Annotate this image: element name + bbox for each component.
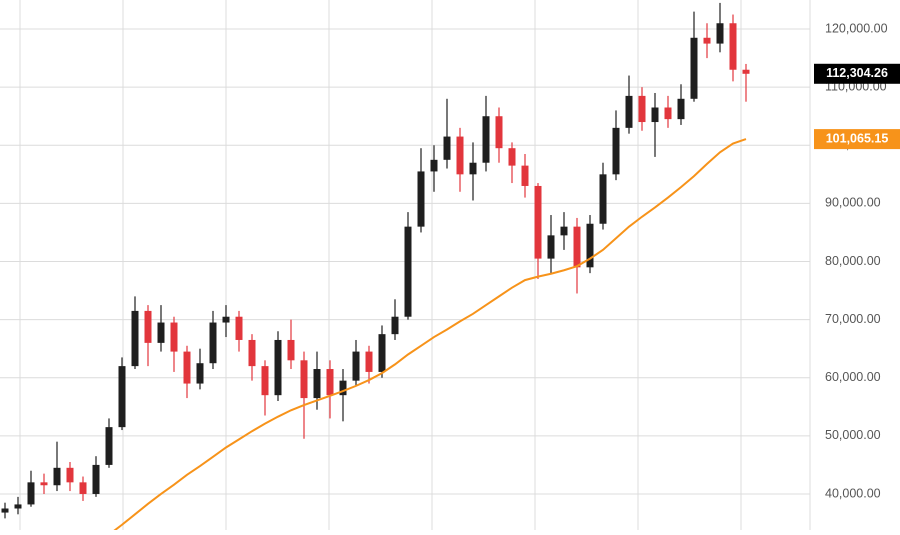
candle-body xyxy=(417,171,425,227)
candle-body xyxy=(79,482,87,494)
candle-body xyxy=(703,37,711,44)
candle-body xyxy=(157,322,165,343)
candle-body xyxy=(742,69,750,74)
price-axis: 40,000.00 50,000.00 60,000.00 70,000.00 80,0… xyxy=(814,21,900,500)
candle-body xyxy=(222,316,230,323)
candle-body xyxy=(144,310,152,343)
candle-body xyxy=(365,351,373,372)
y-tick-label: 70,000.00 xyxy=(825,312,881,326)
candle-body xyxy=(547,235,555,259)
candle-body xyxy=(625,95,633,128)
candle-body xyxy=(313,369,321,399)
price-label: 101,065.15 xyxy=(826,131,889,145)
candle-body xyxy=(352,351,360,381)
y-tick-label: 60,000.00 xyxy=(825,370,881,384)
price-label-box xyxy=(814,129,900,150)
candle-body xyxy=(326,369,334,396)
candle-body xyxy=(534,185,542,259)
candle-body xyxy=(14,504,22,509)
candle-body xyxy=(261,366,269,396)
candle-body xyxy=(638,95,646,123)
candle-body xyxy=(469,162,477,175)
candle-body xyxy=(404,226,412,317)
candle-body xyxy=(599,174,607,224)
candle-body xyxy=(586,223,594,268)
candle-body xyxy=(482,116,490,163)
candle-body xyxy=(495,116,503,149)
y-tick-label: 120,000.00 xyxy=(825,21,888,35)
candle-body xyxy=(664,107,672,120)
candle-body xyxy=(729,23,737,70)
candle-body xyxy=(716,23,724,44)
candle-body xyxy=(573,226,581,268)
candle-body xyxy=(66,467,74,483)
candle-body xyxy=(1,508,9,513)
y-tick-label: 80,000.00 xyxy=(825,254,881,268)
candle-body xyxy=(456,136,464,175)
price-label: 112,304.26 xyxy=(826,66,888,80)
candle-body xyxy=(92,464,100,494)
plot-area xyxy=(1,2,750,530)
candle-body xyxy=(248,339,256,367)
candle-body xyxy=(131,310,139,367)
y-tick-label: 90,000.00 xyxy=(825,196,881,210)
candle-body xyxy=(508,148,516,166)
candle-body xyxy=(300,360,308,399)
price-label-box xyxy=(814,63,900,84)
candle-body xyxy=(560,226,568,236)
candle-body xyxy=(170,322,178,352)
candle-body xyxy=(27,482,35,505)
candle-body xyxy=(651,107,659,123)
candle-body xyxy=(378,334,386,372)
candle-body xyxy=(287,339,295,361)
candle-body xyxy=(196,363,204,384)
moving-average-line xyxy=(113,138,747,530)
candle-body xyxy=(274,339,282,396)
candle-body xyxy=(612,127,620,175)
candle-body xyxy=(443,136,451,160)
candle-body xyxy=(430,159,438,172)
candle-body xyxy=(235,316,243,340)
candle-body xyxy=(105,427,113,465)
candle-body xyxy=(339,380,347,396)
candle-body xyxy=(677,98,685,120)
y-tick-label: 40,000.00 xyxy=(825,486,881,500)
candle-body xyxy=(183,351,191,384)
y-tick-label: 50,000.00 xyxy=(825,428,881,442)
candle-body xyxy=(40,482,48,486)
candle-body xyxy=(391,316,399,335)
candle-body xyxy=(521,165,529,186)
candle-body xyxy=(118,366,126,428)
candle-body xyxy=(209,322,217,364)
candle-body xyxy=(690,37,698,99)
candle-body xyxy=(53,467,61,486)
